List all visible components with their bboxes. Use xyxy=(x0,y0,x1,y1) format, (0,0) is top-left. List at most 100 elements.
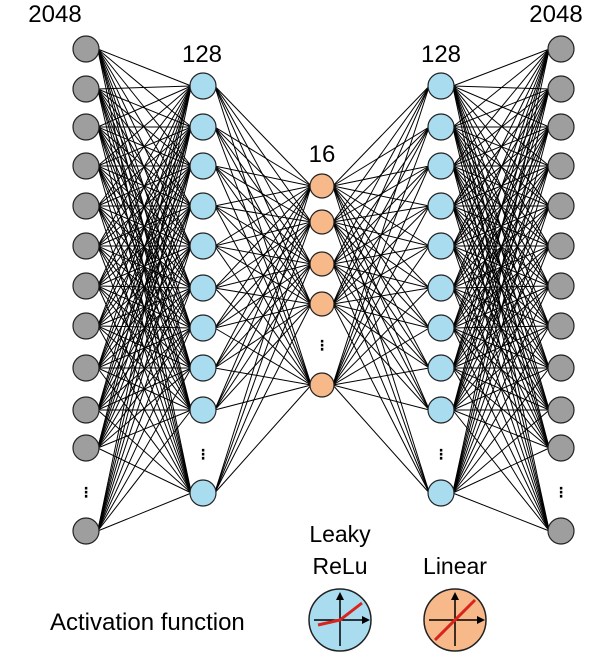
bottleneck-neuron xyxy=(309,291,335,317)
connection-edge xyxy=(452,48,550,207)
connection-edge xyxy=(332,245,430,386)
connection-edge xyxy=(452,447,550,494)
connection-edge xyxy=(97,327,192,532)
linear-icon xyxy=(423,588,487,652)
decoder-neuron xyxy=(427,232,455,260)
connection-edge xyxy=(452,48,550,247)
connection-edge xyxy=(332,185,430,494)
connection-edge xyxy=(332,185,430,411)
connection-edge xyxy=(452,325,550,411)
legend-linear-label: Linear xyxy=(423,553,487,579)
connection-edge xyxy=(452,367,550,449)
connection-edge xyxy=(452,492,550,532)
connection-edge xyxy=(97,48,192,87)
ellipsis-marker: ⋮ xyxy=(315,337,329,353)
connection-edge xyxy=(97,287,192,532)
decoder-neuron xyxy=(427,274,455,302)
connection-edge xyxy=(452,285,550,494)
connection-edge xyxy=(452,325,550,369)
connection-edge xyxy=(452,205,550,411)
connection-edge xyxy=(97,367,192,532)
connection-edge xyxy=(97,85,192,532)
decoder-neuron xyxy=(427,396,455,424)
connection-edge xyxy=(97,85,192,167)
input-neuron xyxy=(72,396,100,424)
connection-edge xyxy=(97,85,192,247)
connection-edge xyxy=(452,126,550,207)
connection-edge xyxy=(214,185,312,207)
connection-edge xyxy=(214,185,312,411)
output-neuron xyxy=(547,517,575,545)
input-neuron xyxy=(72,113,100,141)
connection-edge xyxy=(214,221,312,247)
connection-edge xyxy=(214,126,312,187)
connection-edge xyxy=(214,384,312,494)
ellipsis-marker: ⋮ xyxy=(79,484,93,500)
connection-edge xyxy=(452,48,550,128)
connection-edge xyxy=(452,409,550,494)
connection-edge xyxy=(452,126,550,369)
encoder-neuron xyxy=(189,479,217,507)
legend-title: Activation function xyxy=(50,609,245,636)
connection-edge xyxy=(97,85,192,449)
connection-edge xyxy=(452,48,550,167)
input-neuron xyxy=(72,434,100,462)
encoder-neuron xyxy=(189,72,217,100)
connection-edge xyxy=(214,185,312,247)
connection-edge xyxy=(97,492,192,532)
input-neuron xyxy=(72,312,100,340)
bottleneck-neuron xyxy=(309,173,335,199)
connection-edge xyxy=(97,88,192,289)
encoder-layer-size: 128 xyxy=(182,41,222,68)
layer-size-labels: 2048 128 16 128 2048 xyxy=(28,1,582,168)
connection-edge xyxy=(332,85,430,187)
ellipsis-marker: ⋮ xyxy=(434,446,448,462)
connection-edge xyxy=(452,126,550,411)
encoder-neuron xyxy=(189,232,217,260)
output-neuron xyxy=(547,396,575,424)
connection-edge xyxy=(452,205,550,494)
connection-edge xyxy=(214,85,312,223)
connection-edge xyxy=(452,48,550,329)
connection-edge xyxy=(452,88,550,411)
input-layer-size: 2048 xyxy=(28,1,81,28)
encoder-neuron xyxy=(189,113,217,141)
connection-edge xyxy=(332,303,430,494)
input-neuron xyxy=(72,272,100,300)
connection-edge xyxy=(97,205,192,532)
connection-edge xyxy=(452,245,550,327)
connection-edge xyxy=(97,409,192,494)
output-neuron xyxy=(547,192,575,220)
connection-edge xyxy=(452,325,550,494)
connection-edge xyxy=(332,126,430,305)
encoder-neuron xyxy=(189,274,217,302)
encoder-neuron xyxy=(189,396,217,424)
connection-edge xyxy=(332,287,430,386)
connection-edge xyxy=(214,165,312,187)
connections xyxy=(97,48,550,532)
output-neuron xyxy=(547,272,575,300)
connection-edge xyxy=(332,367,430,386)
encoder-neuron xyxy=(189,192,217,220)
connection-edge xyxy=(97,85,192,207)
connection-edge xyxy=(97,165,192,532)
connection-edge xyxy=(332,384,430,411)
connection-edge xyxy=(214,221,312,369)
connection-edge xyxy=(332,85,430,386)
output-neuron xyxy=(547,434,575,462)
connection-edge xyxy=(452,88,550,494)
bottleneck-neuron xyxy=(309,372,335,398)
decoder-neuron xyxy=(427,314,455,342)
connection-edge xyxy=(332,205,430,223)
connection-edge xyxy=(97,409,192,532)
input-neuron xyxy=(72,75,100,103)
decoder-neuron xyxy=(427,192,455,220)
connection-edge xyxy=(97,85,192,369)
input-neuron xyxy=(72,354,100,382)
bottleneck-layer-size: 16 xyxy=(309,141,336,168)
connection-edge xyxy=(97,126,192,449)
connection-edge xyxy=(452,85,550,128)
input-neuron xyxy=(72,517,100,545)
output-neuron xyxy=(547,152,575,180)
connection-edge xyxy=(214,263,312,329)
